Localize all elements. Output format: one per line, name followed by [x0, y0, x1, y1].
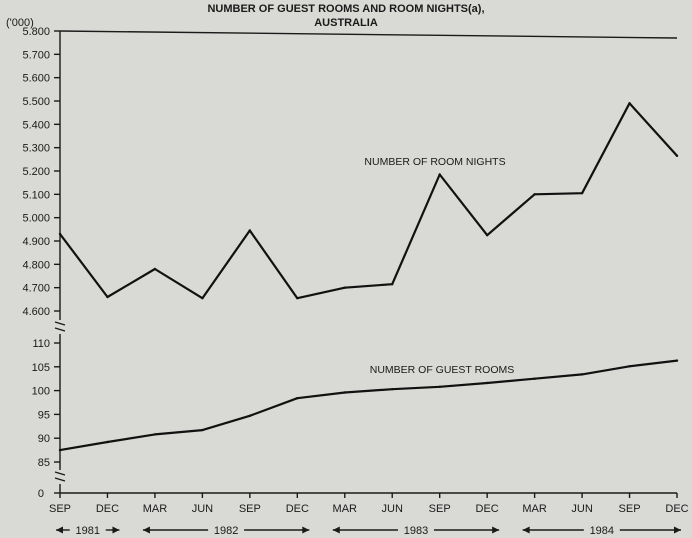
- data-point: [296, 397, 299, 400]
- data-point: [580, 373, 584, 376]
- y-tick-label: 5.500: [22, 96, 50, 108]
- arrowhead-left: [56, 526, 63, 534]
- top-boundary-line: [59, 30, 678, 39]
- chart-title: NUMBER OF GUEST ROOMS AND ROOM NIGHTS(a)…: [207, 3, 484, 15]
- y-tick-label: 110: [32, 338, 50, 350]
- data-point: [391, 282, 394, 286]
- arrowhead-left: [332, 526, 340, 534]
- arrowhead-right: [492, 526, 500, 534]
- data-point: [201, 296, 204, 300]
- axis-break-lower: [54, 471, 66, 482]
- y-tick-label: 5.200: [22, 166, 50, 178]
- data-point: [153, 267, 157, 271]
- data-point: [485, 233, 489, 237]
- x-tick-label: JUN: [192, 503, 213, 515]
- x-tick-label: SEP: [619, 503, 641, 515]
- y-tick-label: 5.400: [22, 119, 50, 131]
- data-point: [201, 428, 204, 432]
- arrowhead-right: [674, 526, 681, 534]
- data-point: [343, 391, 346, 394]
- arrowhead-left: [522, 526, 530, 534]
- x-tick-label: MAR: [143, 503, 168, 515]
- axis-break-upper: [54, 321, 66, 332]
- y-tick-label: 5.800: [22, 26, 50, 38]
- year-range-1983: 1983: [332, 525, 500, 537]
- year-label: 1982: [214, 525, 238, 537]
- x-tick-label: JUN: [382, 503, 403, 515]
- y-tick-label: 4.700: [22, 283, 50, 295]
- y-tick-label: 100: [32, 386, 50, 398]
- data-point: [438, 173, 441, 176]
- x-tick-label: JUN: [571, 503, 592, 515]
- data-point: [675, 359, 679, 362]
- series-label-room-nights: NUMBER OF ROOM NIGHTS: [364, 156, 505, 168]
- x-tick-label: MAR: [522, 503, 547, 515]
- y-tick-label: 5.300: [22, 143, 50, 155]
- y-tick-label: 5.600: [22, 73, 50, 85]
- year-range-1981: 1981: [56, 525, 120, 537]
- y-tick-label: 5.100: [22, 189, 50, 201]
- chart-frame: [54, 30, 678, 494]
- chart-subtitle: AUSTRALIA: [314, 17, 378, 29]
- data-point: [580, 191, 584, 195]
- x-tick-label: SEP: [49, 503, 71, 515]
- data-point: [391, 387, 394, 391]
- data-point: [628, 365, 631, 368]
- series-line-guest-rooms: [59, 359, 678, 452]
- x-tick-label: SEP: [429, 503, 451, 515]
- y-tick-label: 4.600: [22, 306, 50, 318]
- x-tick-label: SEP: [239, 503, 261, 515]
- y-tick-label: 4.800: [22, 259, 50, 271]
- y-tick-label: 5.000: [22, 213, 50, 225]
- data-point: [675, 154, 679, 158]
- data-point: [533, 193, 536, 196]
- y-tick-label-zero: 0: [38, 488, 44, 500]
- data-point: [58, 232, 62, 236]
- arrowhead-left: [142, 526, 150, 534]
- series-lines: [58, 102, 679, 452]
- y-tick-label: 4.900: [22, 236, 50, 248]
- data-point: [106, 440, 109, 444]
- y-axis-ticks: 5.800 5.700 5.600 5.500 5.400 5.300 5.200 5.100…: [22, 26, 60, 500]
- data-point: [248, 229, 252, 232]
- data-point: [153, 433, 157, 436]
- y-tick-label: 5.700: [22, 49, 50, 61]
- data-point: [628, 102, 631, 105]
- data-point: [248, 414, 252, 418]
- year-range-1984: 1984: [522, 525, 681, 537]
- data-point: [106, 295, 109, 299]
- data-point: [58, 448, 62, 452]
- data-point: [296, 296, 299, 300]
- y-tick-label: 105: [32, 362, 50, 374]
- series-line-room-nights: [59, 102, 678, 300]
- year-label: 1981: [75, 525, 99, 537]
- data-point: [438, 385, 441, 388]
- x-tick-label: DEC: [476, 503, 499, 515]
- y-tick-label: 95: [38, 409, 50, 421]
- data-point: [533, 377, 536, 380]
- series-label-guest-rooms: NUMBER OF GUEST ROOMS: [370, 364, 514, 376]
- x-tick-label: DEC: [665, 503, 688, 515]
- data-point: [343, 286, 346, 289]
- x-tick-label: MAR: [333, 503, 358, 515]
- year-label: 1984: [590, 525, 614, 537]
- y-tick-label: 85: [38, 457, 50, 469]
- arrowhead-right: [302, 526, 310, 534]
- x-axis-ticks: SEP DEC MAR JUN SEP DEC MAR JUN SEP DEC MAR JUN SEP D…: [49, 493, 689, 537]
- year-range-1982: 1982: [142, 525, 310, 537]
- unit-label: ('000): [6, 17, 34, 29]
- arrowhead-right: [112, 526, 120, 534]
- data-point: [485, 381, 489, 385]
- y-tick-label: 90: [38, 433, 50, 445]
- x-tick-label: DEC: [96, 503, 119, 515]
- year-label: 1983: [404, 525, 428, 537]
- x-tick-label: DEC: [286, 503, 309, 515]
